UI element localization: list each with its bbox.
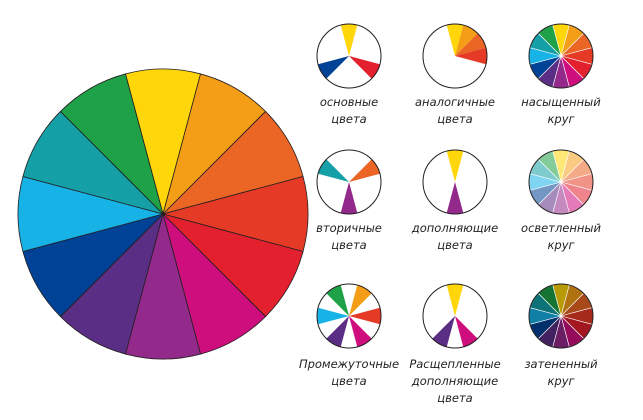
scheme-wheels: [316, 23, 594, 349]
scheme-label-line: цвета: [331, 112, 367, 126]
scheme-segment: [340, 182, 358, 214]
wheel-segment-green: [60, 73, 164, 215]
scheme-label-line: круг: [547, 238, 575, 252]
scheme-wheel-shade: [528, 283, 594, 349]
scheme-label-line: аналогичные: [415, 95, 495, 109]
scheme-segment: [455, 316, 478, 347]
scheme-wheel-tertiary: [316, 283, 382, 349]
scheme-segment: [326, 316, 349, 347]
scheme-segment: [349, 285, 372, 316]
scheme-label-line: Расщепленные: [409, 357, 501, 371]
scheme-wheel-primary: [316, 23, 382, 89]
scheme-label-primary: основные цвета: [294, 94, 404, 128]
scheme-segment: [455, 47, 487, 65]
scheme-label-secondary: вторичные цвета: [294, 220, 404, 254]
scheme-label-line: круг: [547, 374, 575, 388]
scheme-label-complementary: дополняющие цвета: [400, 220, 510, 254]
scheme-segment: [340, 24, 358, 56]
scheme-label-line: круг: [547, 112, 575, 126]
scheme-label-line: дополняющие: [411, 221, 499, 235]
scheme-wheel-secondary: [316, 149, 382, 215]
scheme-wheel-complementary: [422, 149, 488, 215]
scheme-segment: [326, 285, 349, 316]
scheme-label-tertiary: Промежуточные цвета: [294, 356, 404, 390]
scheme-segment: [455, 33, 486, 56]
scheme-label-analogous: аналогичные цвета: [400, 94, 510, 128]
scheme-segment: [349, 307, 381, 325]
scheme-segment: [318, 56, 349, 79]
scheme-segment: [455, 25, 478, 56]
scheme-label-shade: затененный круг: [506, 356, 616, 390]
scheme-segment: [432, 316, 455, 347]
scheme-segment: [446, 150, 464, 182]
scheme-wheel-split-complementary: [422, 283, 488, 349]
scheme-label-saturated: насыщенный круг: [506, 94, 616, 128]
scheme-wheel-analogous: [422, 23, 488, 89]
scheme-segment: [349, 316, 372, 347]
scheme-label-line: цвета: [437, 391, 473, 405]
scheme-segment: [349, 56, 380, 79]
scheme-label-line: цвета: [331, 238, 367, 252]
scheme-segment: [446, 284, 464, 316]
scheme-label-line: цвета: [331, 374, 367, 388]
scheme-label-line: основные: [319, 95, 379, 109]
scheme-label-tint: осветленный круг: [506, 220, 616, 254]
scheme-label-line: вторичные: [316, 221, 382, 235]
scheme-label-line: дополняющие: [411, 374, 499, 388]
scheme-segment: [446, 182, 464, 214]
scheme-label-line: осветленный: [521, 221, 601, 235]
scheme-segment: [318, 159, 349, 182]
scheme-label-line: затененный: [524, 357, 598, 371]
scheme-label-line: цвета: [437, 238, 473, 252]
scheme-wheel-tint: [528, 149, 594, 215]
scheme-wheel-saturated: [528, 23, 594, 89]
scheme-label-line: Промежуточные: [298, 357, 400, 371]
scheme-label-line: цвета: [437, 112, 473, 126]
scheme-label-split-complementary: Расщепленные дополняющие цвета: [400, 356, 510, 407]
main-color-wheel: [17, 68, 309, 360]
scheme-label-line: насыщенный: [521, 95, 601, 109]
scheme-segment: [349, 159, 380, 182]
scheme-segment: [317, 307, 349, 325]
scheme-segment: [446, 24, 464, 56]
